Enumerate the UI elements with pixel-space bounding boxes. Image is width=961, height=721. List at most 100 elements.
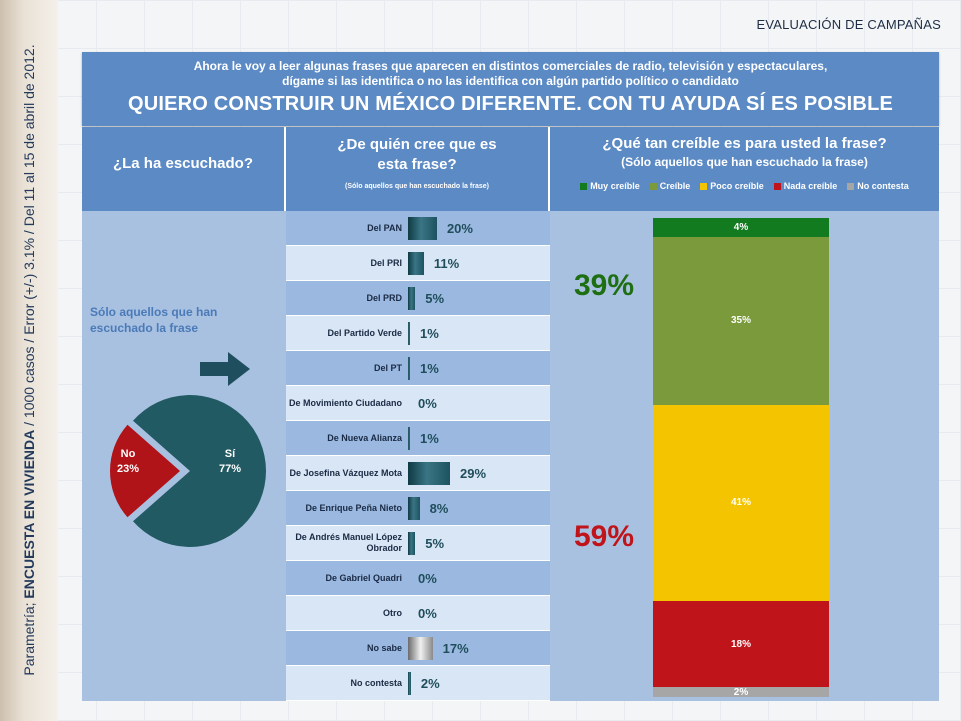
bar-mark bbox=[408, 497, 420, 520]
pie-slice-si bbox=[132, 395, 266, 547]
credibility-legend: Muy creíble Creíble Poco creíble Nada creíb… bbox=[550, 181, 939, 191]
bar-mark bbox=[408, 532, 416, 555]
legend-label: Nada creíble bbox=[783, 181, 838, 191]
legend-label: No contesta bbox=[857, 181, 909, 191]
col1-title: ¿La ha escuchado? bbox=[112, 155, 254, 172]
bar-row: No sabe 17% bbox=[286, 631, 550, 666]
bar-mark bbox=[408, 672, 411, 695]
pie-label-si: Sí bbox=[225, 448, 236, 460]
legend-item: Muy creíble bbox=[580, 181, 640, 191]
bar-value: 1% bbox=[420, 325, 439, 341]
bar-label: No contesta bbox=[350, 677, 402, 688]
stack-segment-label: 4% bbox=[733, 222, 749, 234]
no-creible-total: 59% bbox=[574, 520, 635, 553]
col2-subtitle: (Sólo aquellos que han escuchado la fras… bbox=[345, 183, 489, 190]
heard-panel: Sólo aquellos que han escuchado la frase… bbox=[82, 211, 286, 701]
stack-segment-label: 2% bbox=[733, 686, 749, 698]
arrow-right-icon bbox=[200, 352, 250, 386]
col3-header: ¿Qué tan creíble es para usted la frase?… bbox=[550, 127, 939, 211]
bar-label: De Andrés Manuel López Obrador bbox=[295, 532, 402, 553]
pie-slice-no bbox=[110, 424, 180, 518]
bar-label: De Enrique Peña Nieto bbox=[305, 502, 402, 513]
bar-value: 2% bbox=[420, 675, 440, 691]
stack-segment-label: 41% bbox=[730, 497, 751, 509]
bar-mark bbox=[408, 462, 450, 485]
bar-label: Del PRD bbox=[366, 292, 402, 303]
bar-value: 5% bbox=[425, 535, 445, 551]
legend-label: Poco creíble bbox=[710, 181, 764, 191]
left-decorative-strip bbox=[0, 0, 58, 721]
bar-value: 17% bbox=[442, 640, 469, 656]
bar-value: 20% bbox=[446, 220, 473, 236]
bar-row: Del PRI 11% bbox=[286, 246, 550, 281]
bar-mark bbox=[408, 322, 410, 345]
col2-title: ¿De quién cree que es esta frase? bbox=[337, 136, 497, 173]
question-header: Ahora le voy a leer algunas frases que a… bbox=[82, 52, 939, 126]
heard-note: Sólo aquellos que han escuchado la frase bbox=[90, 305, 218, 335]
bar-value: 0% bbox=[418, 570, 437, 586]
bar-mark bbox=[408, 357, 410, 380]
bar-value: 29% bbox=[460, 465, 487, 481]
bar-value: 0% bbox=[418, 605, 437, 621]
legend-label: Muy creíble bbox=[590, 181, 640, 191]
col2-header: ¿De quién cree que es esta frase? (Sólo … bbox=[286, 127, 550, 211]
phrase-title: QUIERO CONSTRUIR UN MÉXICO DIFERENTE. CO… bbox=[127, 93, 894, 115]
bar-value: 1% bbox=[420, 360, 439, 376]
bar-label: No sabe bbox=[366, 642, 402, 653]
bar-label: Del PT bbox=[373, 362, 402, 373]
credibility-panel: 39% 59% 4% 35% 41% 18% 2% bbox=[550, 211, 939, 701]
legend-item: Nada creíble bbox=[773, 181, 838, 191]
legend-swatch bbox=[700, 183, 708, 190]
stack-segment: 35% bbox=[653, 237, 829, 405]
heard-pie-chart: No 23% Sí 77% bbox=[110, 395, 266, 547]
section-label: EVALUACIÓN DE CAMPAÑAS bbox=[756, 17, 941, 32]
bar-row: Del PAN 20% bbox=[286, 211, 550, 246]
credibility-stacked-bar: 4% 35% 41% 18% 2% bbox=[653, 218, 829, 698]
bar-row: Del PRD 5% bbox=[286, 281, 550, 316]
bar-row: De Andrés Manuel López Obrador 5% bbox=[286, 526, 550, 561]
bar-value: 11% bbox=[433, 255, 460, 271]
bar-value: 5% bbox=[425, 290, 445, 306]
bar-row: De Nueva Alianza 1% bbox=[286, 421, 550, 456]
bar-value: 8% bbox=[429, 500, 449, 516]
col3-title: ¿Qué tan creíble es para usted la frase? bbox=[602, 135, 887, 152]
bar-label: De Nueva Alianza bbox=[327, 432, 402, 443]
legend-swatch bbox=[847, 183, 855, 190]
bar-row: Del PT 1% bbox=[286, 351, 550, 386]
bar-row: De Gabriel Quadri 0% bbox=[286, 561, 550, 596]
bar-row: De Movimiento Ciudadano 0% bbox=[286, 386, 550, 421]
stack-segment: 41% bbox=[653, 404, 829, 602]
stack-segment: 18% bbox=[653, 601, 829, 688]
bar-label: Del PAN bbox=[367, 222, 402, 233]
bar-row: Otro 0% bbox=[286, 596, 550, 631]
legend-item: Creíble bbox=[649, 181, 691, 191]
legend-item: Poco creíble bbox=[700, 181, 764, 191]
stack-segment-label: 18% bbox=[730, 638, 751, 650]
source-note: Parametría; ENCUESTA EN VIVIENDA / 1000 … bbox=[21, 44, 37, 676]
stack-segment: 2% bbox=[653, 686, 829, 698]
pie-label-no: No bbox=[121, 448, 136, 460]
stack-segment: 4% bbox=[653, 218, 829, 238]
bar-mark bbox=[408, 637, 433, 660]
bar-value: 0% bbox=[418, 395, 437, 411]
bar-mark bbox=[408, 217, 437, 240]
attribution-panel: Del PAN 20% Del PRI 11% Del PRD 5% Del Partido… bbox=[286, 211, 550, 701]
bar-label: Del Partido Verde bbox=[327, 327, 402, 338]
bar-row: De Josefina Vázquez Mota 29% bbox=[286, 456, 550, 491]
legend-swatch bbox=[773, 183, 781, 190]
question-line-2: dígame si las identifica o no las identi… bbox=[282, 74, 739, 88]
pie-value-si: 77% bbox=[219, 463, 241, 475]
bar-mark bbox=[408, 287, 416, 310]
bar-label: Del PRI bbox=[370, 257, 402, 268]
pie-value-no: 23% bbox=[117, 463, 139, 475]
bar-mark bbox=[408, 427, 410, 450]
bar-label: Otro bbox=[383, 607, 402, 618]
bar-row: No contesta 2% bbox=[286, 666, 550, 701]
bar-label: De Josefina Vázquez Mota bbox=[289, 467, 402, 478]
col3-subtitle: (Sólo aquellos que han escuchado la fras… bbox=[621, 155, 868, 169]
legend-label: Creíble bbox=[659, 181, 691, 191]
legend-swatch bbox=[649, 183, 657, 190]
stack-segment-label: 35% bbox=[730, 315, 751, 327]
bar-row: De Enrique Peña Nieto 8% bbox=[286, 491, 550, 526]
bar-row: Del Partido Verde 1% bbox=[286, 316, 550, 351]
